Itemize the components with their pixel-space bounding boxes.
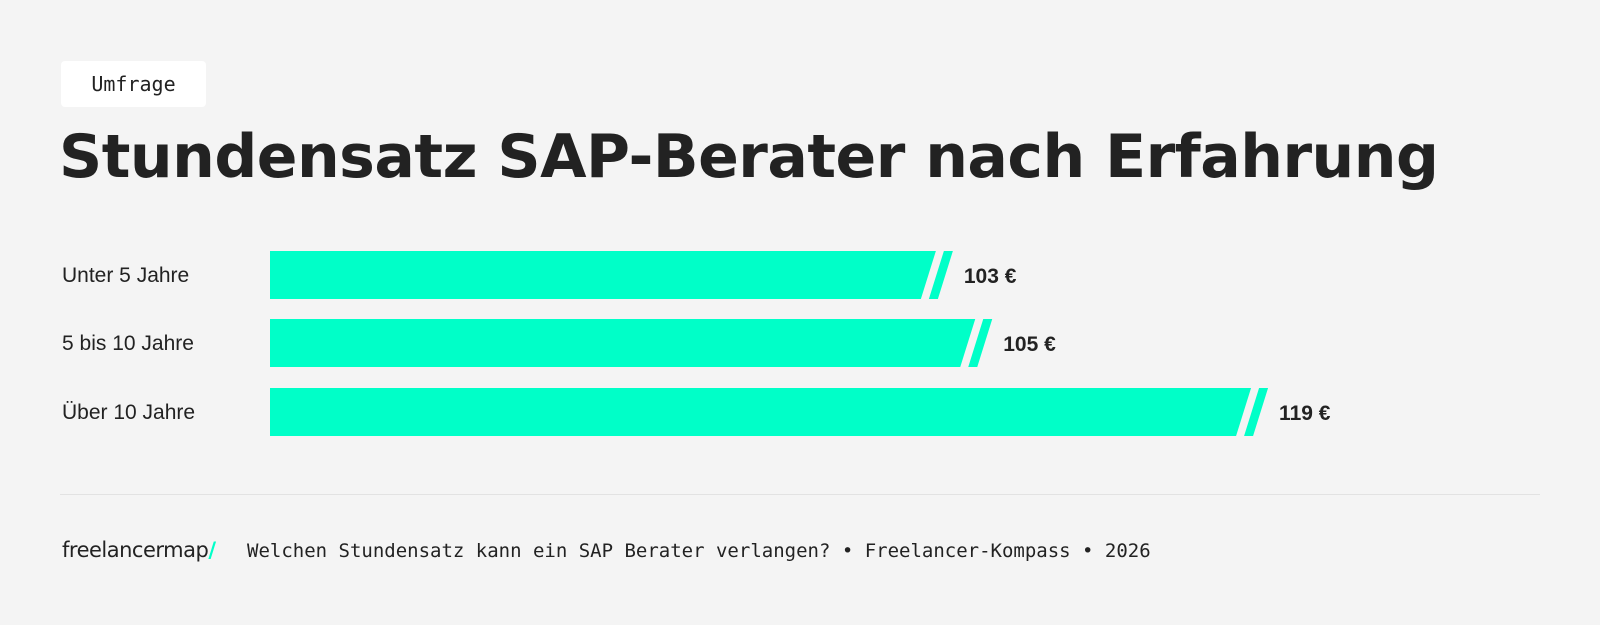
bar-chart: Unter 5 Jahre 103 € 5 bis 10 Jahre 105 € Übe… <box>62 251 1331 436</box>
category-label: 5 bis 10 Jahre <box>62 332 194 355</box>
source-text: Welchen Stundensatz kann ein SAP Berater… <box>247 540 1151 562</box>
bar-break-mark <box>1244 388 1269 436</box>
bar-break-mark <box>928 251 953 299</box>
category-label: Über 10 Jahre <box>62 401 195 424</box>
chart-title: Stundensatz SAP-Berater nach Erfahrung <box>59 122 1439 192</box>
data-label: 105 € <box>1003 333 1056 356</box>
bar <box>270 319 976 367</box>
data-label: 103 € <box>964 265 1017 288</box>
freelancermap-logo: freelancermap/ <box>62 538 216 562</box>
category-tag: Umfrage <box>61 61 206 107</box>
logo-text: freelancermap <box>62 538 209 562</box>
bar <box>270 388 1252 436</box>
category-label: Unter 5 Jahre <box>62 264 189 287</box>
data-label: 119 € <box>1279 402 1331 425</box>
bar <box>270 251 936 299</box>
logo-slash: / <box>208 538 216 562</box>
divider <box>60 494 1540 495</box>
bar-break-mark <box>968 319 993 367</box>
